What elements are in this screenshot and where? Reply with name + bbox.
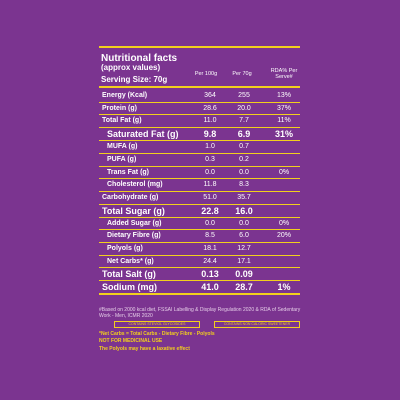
footnote: #Based on 2000 kcal diet, FSSAI Labellin… <box>99 307 301 319</box>
value: 0.09 <box>235 269 253 280</box>
value: 22.8 <box>201 205 219 216</box>
value: 0.2 <box>239 155 249 163</box>
value: 51.0 <box>203 193 217 201</box>
column-header: RDA% Per Serve# <box>270 68 298 80</box>
badge: CONTAINS NON CALORIC SWEETENER <box>214 321 300 328</box>
rule <box>99 152 300 154</box>
row-label: Carbohydrate (g) <box>102 193 159 201</box>
value: 24.4 <box>203 257 217 265</box>
serving-size: Serving Size: 70g <box>101 75 168 84</box>
value: 28.6 <box>203 104 217 112</box>
rule <box>99 280 300 282</box>
row-label: PUFA (g) <box>107 155 137 163</box>
row-label: Energy (Kcal) <box>102 92 148 99</box>
value: 17.1 <box>237 257 251 265</box>
value: 1.0 <box>205 143 215 151</box>
rule <box>99 267 300 269</box>
rule <box>99 216 300 218</box>
value: 16.0 <box>235 205 253 216</box>
rule <box>99 101 300 103</box>
rule <box>99 254 300 256</box>
note: NOT FOR MEDICINAL USE <box>99 338 163 344</box>
value: 13% <box>276 92 291 99</box>
value: 6.9 <box>237 129 251 140</box>
badge: CONTAINS STEVIOL GLYCOSIDES <box>114 321 200 328</box>
rule <box>99 140 300 142</box>
note: *Net Carbs = Total Carbs - Dietary Fibre… <box>99 331 215 337</box>
value: 12.7 <box>237 245 251 252</box>
row-label: Added Sugar (g) <box>107 219 162 227</box>
value: 7.7 <box>239 117 249 125</box>
row-label: Polyols (g) <box>107 245 143 252</box>
value: 20.0 <box>237 104 251 112</box>
column-header: Per 70g <box>232 71 252 77</box>
rule <box>99 203 300 205</box>
value: 28.7 <box>235 282 253 293</box>
value: 0.7 <box>239 143 249 151</box>
value: 255 <box>238 92 250 99</box>
value: 9.8 <box>203 129 217 140</box>
title: Nutritional facts <box>101 53 178 64</box>
value: 11.0 <box>203 117 217 125</box>
value: 20% <box>276 232 291 240</box>
rule <box>99 178 300 180</box>
subtitle: (approx values) <box>101 63 161 72</box>
value: 11.8 <box>203 181 217 189</box>
value: 37% <box>276 104 291 112</box>
value: 0.0 <box>239 168 249 176</box>
rule <box>99 229 300 231</box>
value: 8.5 <box>205 232 215 240</box>
rule <box>99 114 300 116</box>
row-label: Total Sugar (g) <box>102 205 165 216</box>
rule <box>99 86 300 88</box>
rule <box>99 242 300 243</box>
value: 35.7 <box>237 193 251 201</box>
row-label: Protein (g) <box>102 104 137 112</box>
value: 8.3 <box>239 181 249 189</box>
row-label: Total Salt (g) <box>102 269 156 280</box>
row-label: Sodium (mg) <box>102 282 157 293</box>
value: 41.0 <box>201 282 219 293</box>
row-label: Saturated Fat (g) <box>107 129 179 140</box>
value: 6.0 <box>239 232 249 240</box>
value: 1% <box>277 282 291 293</box>
rule <box>99 190 300 192</box>
value: 18.1 <box>203 245 217 252</box>
value: 0.3 <box>205 155 215 163</box>
rule <box>99 165 300 167</box>
value: 364 <box>204 92 216 99</box>
value: 0.0 <box>205 219 215 227</box>
value: 31% <box>274 129 293 140</box>
value: 11% <box>277 117 291 125</box>
row-label: Net Carbs* (g) <box>107 257 154 265</box>
row-label: Dietary Fibre (g) <box>107 232 161 240</box>
value: 0% <box>278 168 290 176</box>
row-label: MUFA (g) <box>107 143 138 151</box>
value: 0.0 <box>205 168 215 176</box>
rule <box>99 293 300 296</box>
value: 0.13 <box>201 269 219 280</box>
value: 0% <box>278 219 290 227</box>
column-header: Per 100g <box>194 71 218 77</box>
value: 0.0 <box>239 219 249 227</box>
rule <box>99 46 300 48</box>
row-label: Cholesterol (mg) <box>107 181 163 189</box>
rule <box>99 127 300 129</box>
note: The Polyols may have a laxative effect <box>99 346 190 352</box>
row-label: Trans Fat (g) <box>107 168 150 176</box>
row-label: Total Fat (g) <box>102 117 142 125</box>
